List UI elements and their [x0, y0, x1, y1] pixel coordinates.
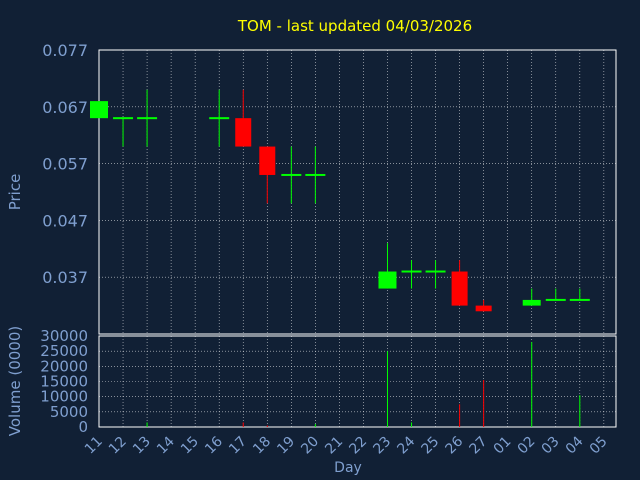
candle-body	[113, 117, 134, 120]
candle-body	[378, 271, 397, 289]
volume-tick-label: 10000	[40, 388, 88, 406]
volume-bars-group	[146, 342, 581, 427]
price-tick-label: 0.047	[42, 211, 88, 230]
candle-body	[451, 271, 468, 306]
volume-tick-label: 0	[78, 418, 88, 436]
candle-body	[90, 101, 108, 119]
volume-tick-label: 30000	[40, 327, 88, 345]
candle-body	[545, 298, 566, 301]
candle-body	[522, 299, 541, 306]
candles-group	[90, 89, 590, 312]
candle-body	[235, 118, 252, 147]
candle-body	[305, 173, 326, 176]
price-tick-label: 0.067	[42, 98, 88, 117]
volume-tick-label: 5000	[50, 403, 88, 421]
price-axis-label: Price	[6, 174, 24, 211]
candle-body	[401, 270, 422, 273]
volume-tick-label: 15000	[40, 373, 88, 391]
x-axis-label: Day	[334, 460, 362, 476]
candle-body	[209, 117, 230, 120]
volume-axis-label: Volume (0000)	[6, 326, 24, 436]
candle-body	[569, 298, 590, 301]
candle-body	[281, 173, 302, 176]
panel-frames	[98, 49, 617, 428]
price-tick-label: 0.057	[42, 155, 88, 174]
grid-lines	[99, 49, 616, 427]
volume-panel-frame	[98, 335, 617, 428]
candle-body	[259, 146, 276, 175]
price-panel-frame	[98, 49, 617, 335]
volume-tick-label: 25000	[40, 342, 88, 360]
chart-title: TOM - last updated 04/03/2026	[237, 17, 472, 35]
candle-body	[475, 305, 492, 312]
candle-body	[425, 270, 446, 273]
candle-body	[137, 117, 158, 120]
price-tick-label: 0.037	[42, 268, 88, 287]
price-tick-label: 0.077	[42, 41, 88, 60]
volume-tick-label: 20000	[40, 357, 88, 375]
